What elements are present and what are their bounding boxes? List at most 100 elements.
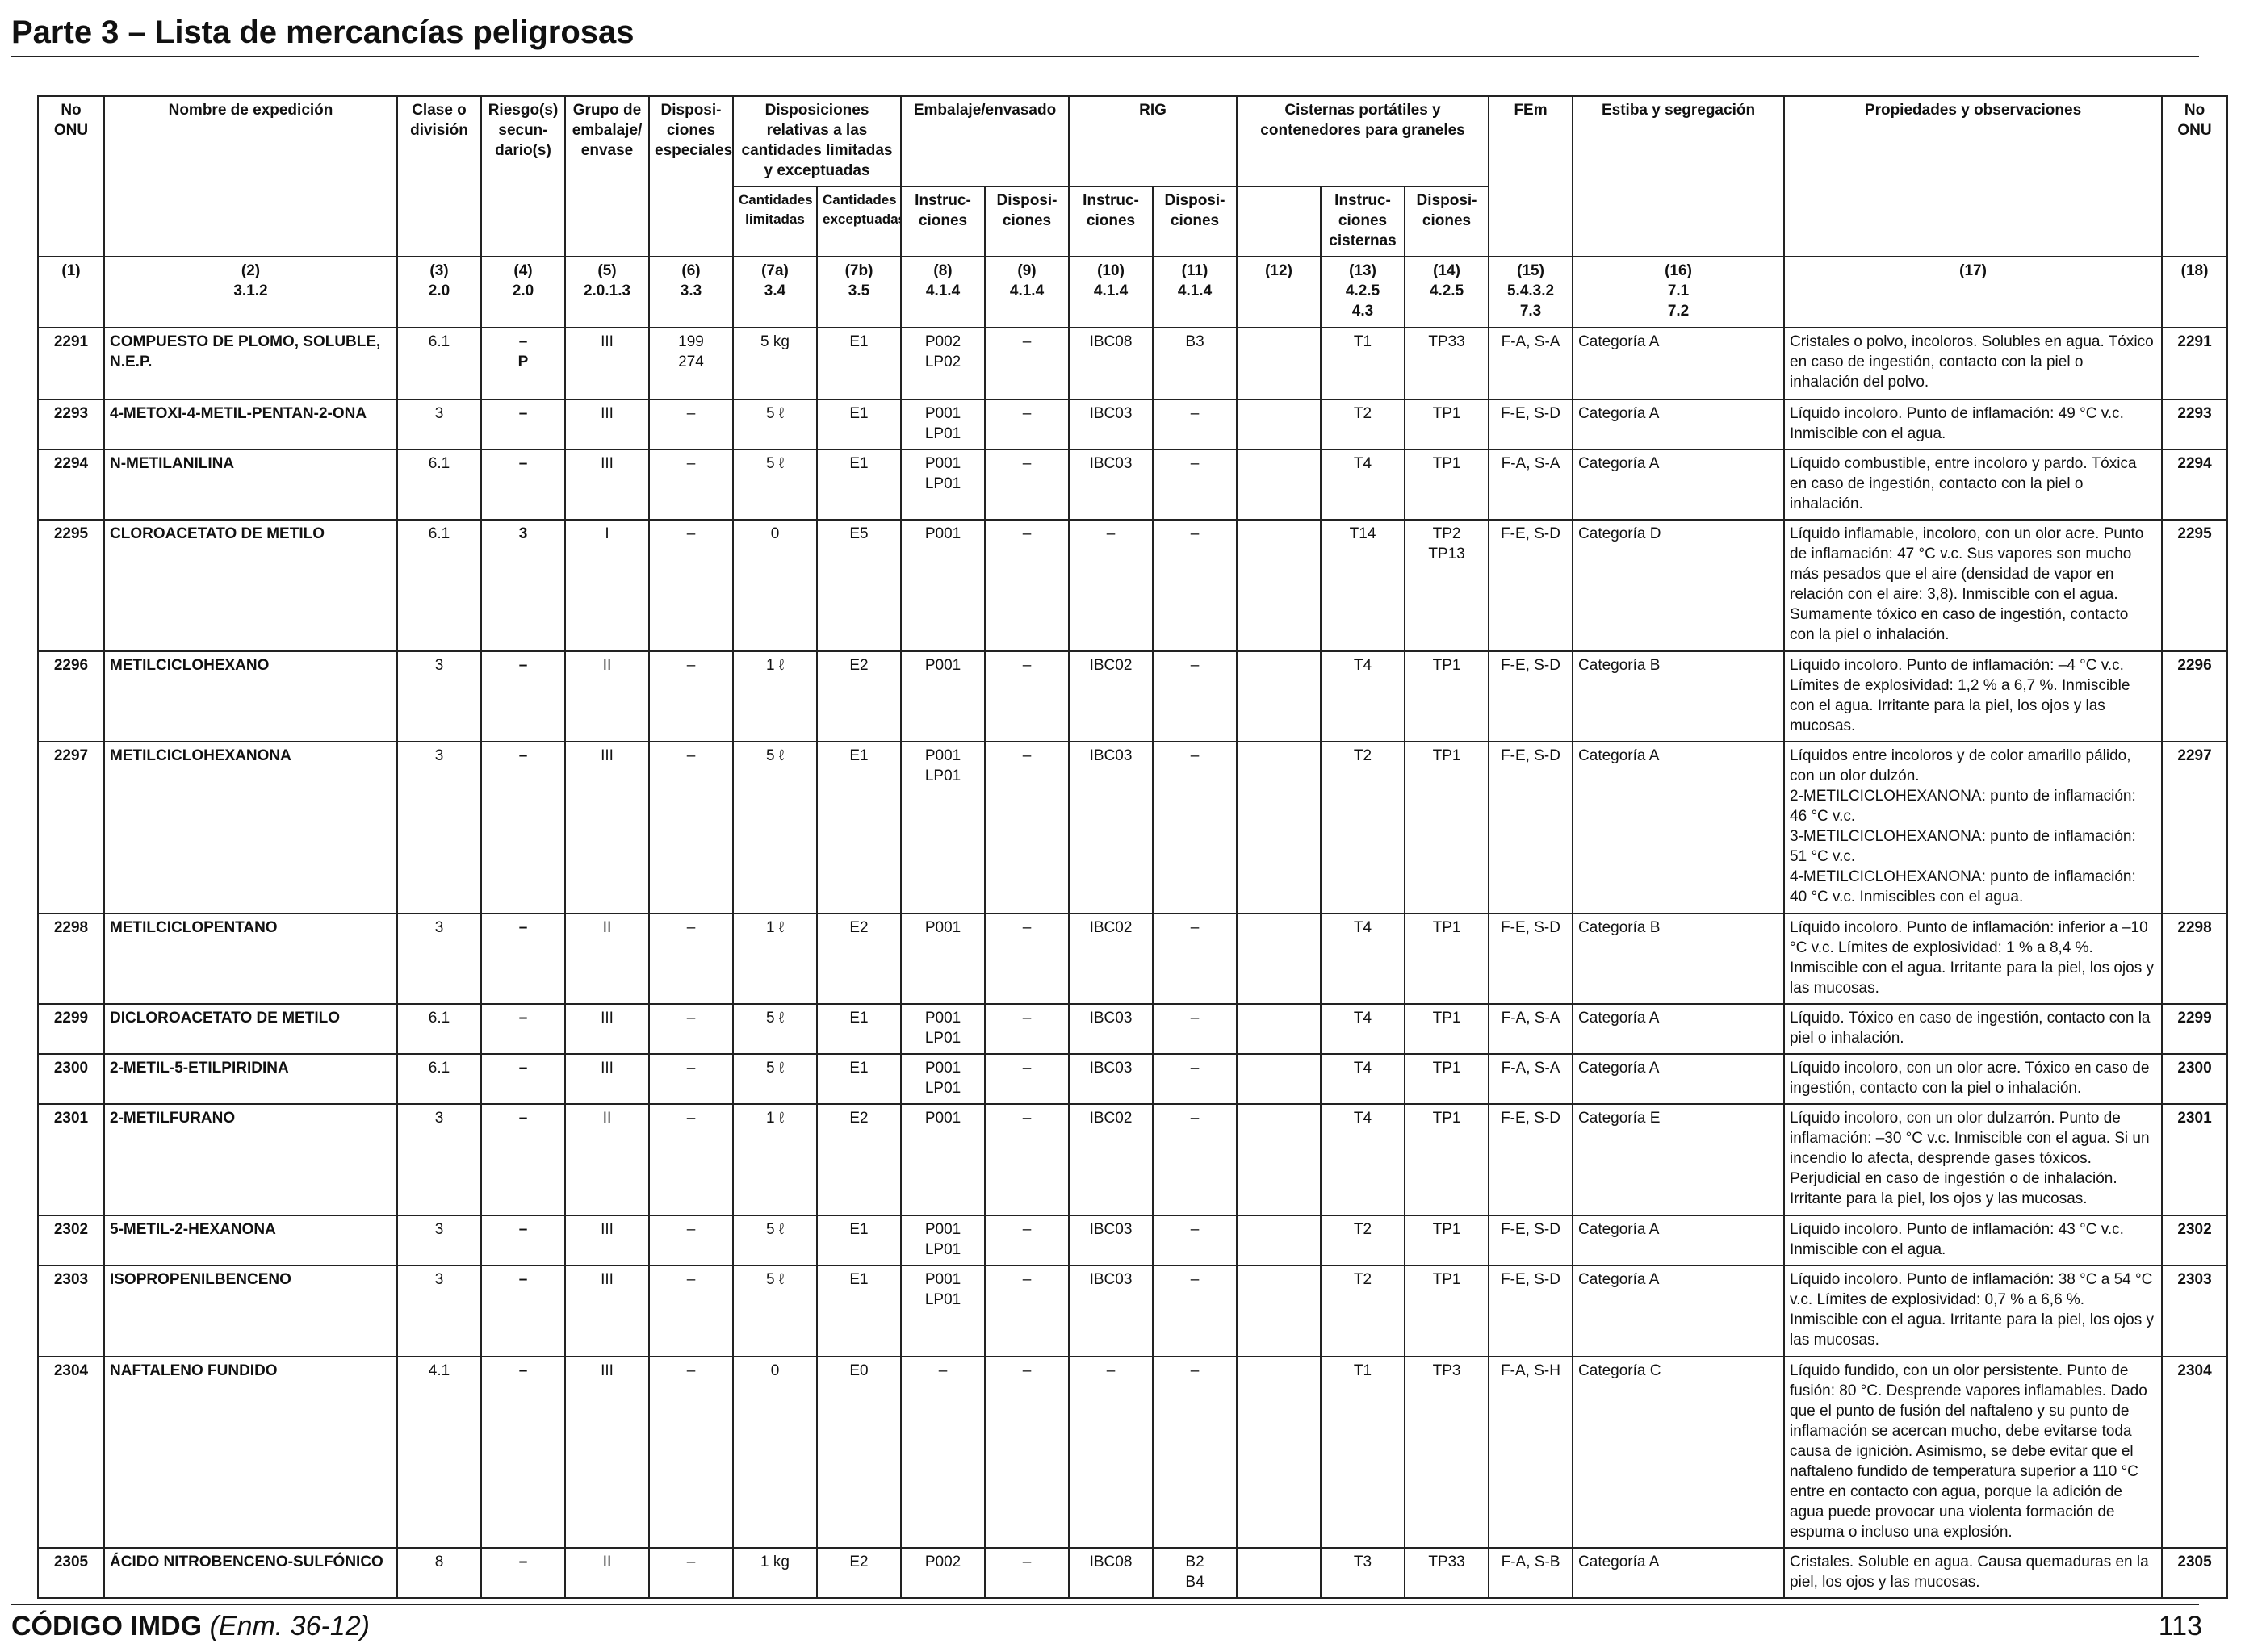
- cell-sp: –: [648, 1003, 734, 1055]
- cell-lq: 5 kg: [732, 327, 818, 400]
- cell-sp: –: [648, 1356, 734, 1549]
- table-row: 2293 4-METOXI-4-METIL-PENTAN-2-ONA 3– III –5…: [37, 399, 2229, 450]
- cell-col12: [1236, 741, 1322, 914]
- cell-pg: III: [564, 1215, 650, 1266]
- cell-ems: F-A, S-A: [1488, 1053, 1574, 1105]
- cell-lq: 5 ℓ: [732, 1053, 818, 1105]
- cell-col12: [1236, 327, 1322, 400]
- table-row: 2296 METILCICLOHEXANO 3– II –1 ℓ E2 P001– IBC02…: [37, 650, 2229, 742]
- cell-un: 2294: [37, 449, 105, 521]
- col-header-no-onu: No ONU: [37, 95, 105, 257]
- col-header-disposiciones-especiales: Disposi-ciones especiales: [648, 95, 734, 257]
- cell-ibcp: B2 B4: [1152, 1547, 1238, 1599]
- cell-pg: III: [564, 1356, 650, 1549]
- title-rule: [11, 56, 2199, 57]
- cell-pp: –: [984, 650, 1070, 742]
- cell-class: 3: [396, 1215, 482, 1266]
- cell-pi: P001 LP01: [900, 741, 986, 914]
- cell-tankp: TP1: [1404, 1003, 1490, 1055]
- col-header-estiba: Estiba y segregación: [1572, 95, 1786, 257]
- col-header-clase: Clase o división: [396, 95, 482, 257]
- cell-un-r: 2298: [2161, 913, 2229, 1005]
- header-row-2: Cantidades limitadas Cantidades exceptua…: [38, 186, 2227, 257]
- cell-sp: –: [648, 519, 734, 652]
- cell-pp: –: [984, 741, 1070, 914]
- ref-7a: (7a) 3.4: [732, 256, 818, 328]
- cell-pp: –: [984, 1547, 1070, 1599]
- cell-col12: [1236, 1103, 1322, 1216]
- cell-ibc: IBC03: [1068, 1053, 1154, 1105]
- cell-un-r: 2291: [2161, 327, 2229, 400]
- cell-stow: Categoría A: [1572, 327, 1786, 400]
- cell-ems: F-A, S-B: [1488, 1547, 1574, 1599]
- ref-10: (10) 4.1.4: [1068, 256, 1154, 328]
- cell-eq: E1: [815, 1265, 903, 1357]
- cell-sp: –: [648, 1547, 734, 1599]
- col-header-rig-disposiciones: Disposi-ciones: [1152, 186, 1238, 257]
- cell-un: 2301: [37, 1103, 105, 1216]
- cell-tank: T2: [1320, 1265, 1406, 1357]
- cell-un-r: 2293: [2161, 399, 2229, 450]
- cell-un: 2302: [37, 1215, 105, 1266]
- cell-ems: F-A, S-A: [1488, 327, 1574, 400]
- table-row: 2302 5-METIL-2-HEXANONA 3– III –5 ℓ E1 P001 LP0…: [37, 1215, 2229, 1266]
- cell-props: Líquido incoloro. Punto de inflamación: …: [1783, 1265, 2164, 1357]
- cell-props: Líquido incoloro. Punto de inflamación: …: [1783, 1215, 2164, 1266]
- cell-ibcp: B3: [1152, 327, 1238, 400]
- cell-lq: 5 ℓ: [732, 449, 818, 521]
- cell-sub: 3: [480, 519, 566, 652]
- cell-pi: P001 LP01: [900, 1265, 986, 1357]
- cell-lq: 1 ℓ: [732, 650, 818, 742]
- cell-tankp: TP3: [1404, 1356, 1490, 1549]
- cell-ems: F-E, S-D: [1488, 519, 1574, 652]
- col-header-embalaje-instrucciones: Instruc-ciones: [900, 186, 986, 257]
- cell-sub: –: [480, 399, 566, 450]
- cell-props: Líquido incoloro. Punto de inflamación: …: [1783, 913, 2164, 1005]
- cell-pg: II: [564, 1103, 650, 1216]
- cell-un: 2304: [37, 1356, 105, 1549]
- cell-tankp: TP1: [1404, 449, 1490, 521]
- cell-ibc: –: [1068, 519, 1154, 652]
- cell-sp: –: [648, 1265, 734, 1357]
- cell-sub: –: [480, 1265, 566, 1357]
- cell-pg: III: [564, 1053, 650, 1105]
- cell-un: 2296: [37, 650, 105, 742]
- cell-ibc: IBC03: [1068, 1265, 1154, 1357]
- cell-ems: F-A, S-A: [1488, 449, 1574, 521]
- cell-sub: –: [480, 1547, 566, 1599]
- cell-ems: F-E, S-D: [1488, 399, 1574, 450]
- cell-name: METILCICLOHEXANO: [103, 650, 398, 742]
- cell-ems: F-E, S-D: [1488, 913, 1574, 1005]
- footer-rule: [11, 1604, 2199, 1605]
- footer-code: CÓDIGO IMDG (Enm. 36-12): [11, 1611, 370, 1642]
- col-header-no-onu-right: No ONU: [2161, 95, 2229, 257]
- cell-props: Líquido incoloro. Punto de inflamación: …: [1783, 399, 2164, 450]
- cell-tank: T2: [1320, 741, 1406, 914]
- cell-eq: E0: [815, 1356, 903, 1549]
- cell-pp: –: [984, 327, 1070, 400]
- col-header-cisternas: Cisternas portátiles y contenedores para…: [1236, 95, 1490, 187]
- cell-sub: –: [480, 1356, 566, 1549]
- col-header-grupo: Grupo de embalaje/ envase: [564, 95, 650, 257]
- cell-ibcp: –: [1152, 1215, 1238, 1266]
- cell-col12: [1236, 1547, 1322, 1599]
- cell-ibcp: –: [1152, 399, 1238, 450]
- cell-lq: 5 ℓ: [732, 741, 818, 914]
- cell-stow: Categoría B: [1572, 650, 1786, 742]
- cell-props: Líquido incoloro. Punto de inflamación: …: [1783, 650, 2164, 742]
- ref-12: (12): [1236, 256, 1322, 328]
- col-header-col12: [1236, 186, 1322, 257]
- cell-pg: II: [564, 1547, 650, 1599]
- cell-pg: III: [564, 327, 650, 400]
- cell-ibcp: –: [1152, 1103, 1238, 1216]
- cell-sub: –: [480, 449, 566, 521]
- cell-tank: T1: [1320, 1356, 1406, 1549]
- cell-tank: T4: [1320, 650, 1406, 742]
- cell-pp: –: [984, 1103, 1070, 1216]
- cell-ibc: IBC02: [1068, 650, 1154, 742]
- cell-stow: Categoría A: [1572, 1003, 1786, 1055]
- cell-name: 5-METIL-2-HEXANONA: [103, 1215, 398, 1266]
- footer-code-name: CÓDIGO IMDG: [11, 1611, 203, 1642]
- cell-col12: [1236, 1356, 1322, 1549]
- cell-props: Líquido. Tóxico en caso de ingestión, co…: [1783, 1003, 2164, 1055]
